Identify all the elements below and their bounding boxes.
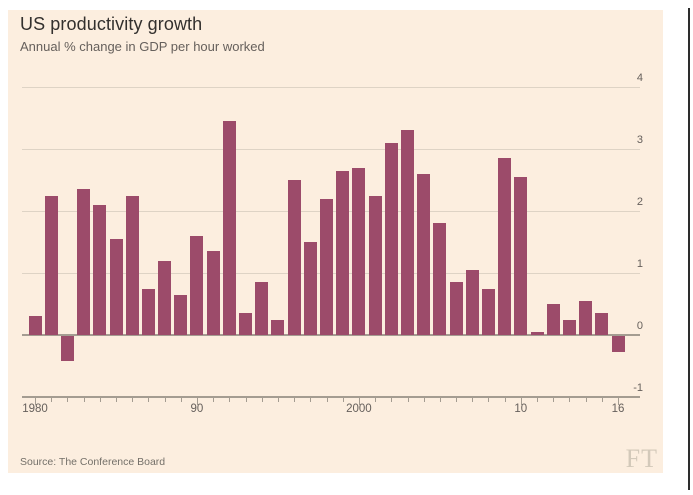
x-tick [488,398,490,402]
x-tick [358,398,360,405]
bar-2009 [498,158,512,335]
x-tick [294,398,296,402]
x-tick-label: 90 [190,403,204,415]
x-tick [585,398,587,402]
x-tick [553,398,555,402]
x-tick [51,398,53,402]
source-note: Source: The Conference Board [20,456,166,468]
x-tick [375,398,377,402]
x-tick [342,398,344,402]
x-tick [456,398,458,402]
bar-1993 [239,313,252,335]
chart-title: US productivity growth [20,14,203,34]
gridline-4 [22,87,640,88]
bar-1990 [190,235,204,335]
x-tick [310,398,312,402]
x-tick [116,398,117,402]
bar-2004 [417,173,431,335]
bar-1994 [255,282,269,335]
bar-2008 [481,288,495,335]
x-tick [472,398,474,402]
bar-2002 [384,142,398,335]
bar-1999 [336,170,350,335]
x-tick [35,398,36,405]
bar-1992 [222,121,236,335]
x-tick [326,398,328,402]
bar-2005 [433,223,447,335]
x-tick [180,398,182,402]
bar-2000 [352,167,366,335]
x-tick-label: 2000 [346,403,372,415]
x-tick [245,398,247,402]
x-tick [569,398,571,402]
x-tick [439,398,441,402]
x-tick [99,398,101,402]
x-tick [520,398,522,405]
chart-subtitle: Annual % change in GDP per hour worked [20,39,265,54]
bar-2007 [465,269,479,335]
bar-1982 [60,336,74,361]
bar-1995 [271,319,285,335]
plot-area: 4 3 2 1 0 -1 1980 90 2000 10 16 [8,10,663,473]
bar-2011 [530,331,544,335]
bar-1987 [141,288,155,335]
x-tick [504,398,506,402]
bar-1988 [158,260,172,335]
y-tick-label: 4 [636,72,643,84]
x-tick [83,398,85,402]
x-tick [407,398,409,402]
x-axis-baseline [22,396,640,398]
x-tick [229,398,231,402]
bar-1980 [28,316,42,335]
y-tick-label: 1 [636,258,643,270]
ft-logo: FT [625,444,658,473]
bar-2016 [611,336,625,352]
bar-1997 [303,242,317,335]
chart-card: US productivity growth Annual % change i… [8,10,663,473]
bar-1998 [320,198,333,335]
bar-2003 [401,130,414,335]
bar-2012 [546,304,560,335]
y-tick-label: -1 [633,382,643,394]
bar-2014 [579,300,593,335]
bar-2015 [595,313,609,335]
bar-1981 [44,195,58,335]
x-tick [67,398,69,402]
y-tick-label: 3 [636,134,643,146]
y-tick-label: 2 [636,196,643,208]
y-tick-label: 0 [636,320,643,332]
bar-1986 [125,195,139,335]
x-tick-label: 10 [514,403,528,415]
x-tick [618,398,619,405]
x-tick [261,398,263,402]
bar-1985 [109,238,123,335]
bar-1996 [287,180,301,335]
zero-gridline [22,334,640,336]
bar-2001 [368,195,382,335]
bar-1984 [93,204,107,335]
x-tick [601,398,603,402]
bar-1989 [174,294,188,335]
gridline-3 [22,149,640,150]
x-tick [148,398,150,402]
bar-2006 [449,282,463,335]
bar-1991 [206,251,220,335]
x-tick [391,398,393,402]
x-tick [132,398,134,402]
x-tick [196,398,198,405]
x-tick [423,398,425,402]
bar-2013 [562,319,576,335]
x-tick-label: 16 [611,403,625,415]
x-tick [277,398,279,402]
bar-1983 [77,189,91,335]
x-tick [164,398,166,402]
x-tick [213,398,215,402]
bar-2010 [514,176,528,335]
x-tick-label: 1980 [22,403,48,415]
x-tick [537,398,538,402]
window-border-line [688,8,690,490]
